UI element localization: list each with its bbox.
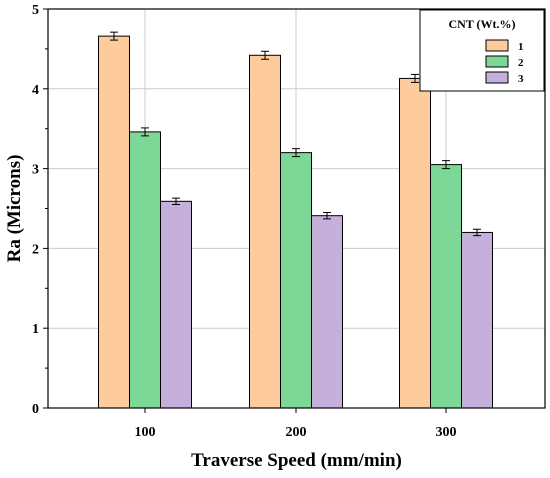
y-tick-label: 3 [32,163,39,178]
x-axis-ticks: 100 200 300 [135,408,457,440]
legend: CNT (Wt.%) 1 2 3 [419,9,545,92]
legend-items: 1 2 3 [485,39,524,85]
legend-swatch [485,55,509,68]
legend-box [419,9,545,92]
legend-title: CNT (Wt.%) [448,17,515,31]
x-axis-title: Traverse Speed (mm/min) [191,450,402,471]
legend-label: 3 [518,73,524,85]
x-tick-label: 300 [436,425,457,440]
x-tick-label: 200 [286,425,307,440]
legend-swatch [485,39,509,52]
x-tick-label: 100 [135,425,156,440]
y-tick-label: 0 [32,402,39,417]
y-axis-ticks: 0 1 2 3 4 5 [32,3,48,417]
bar [280,152,312,409]
y-tick-label: 2 [32,242,39,257]
error-bars [110,31,481,237]
bar [129,131,161,409]
bar [461,231,493,409]
legend-label: 1 [518,41,524,53]
y-tick-label: 1 [32,322,39,337]
y-axis-title: Ra (Microns) [4,155,25,263]
legend-swatch [485,71,509,84]
legend-label: 2 [518,57,524,69]
y-tick-label: 5 [32,3,39,18]
bar [399,77,431,409]
bars [98,35,493,409]
bar [249,54,281,409]
bar [311,215,343,409]
bar [430,164,462,409]
bar [98,35,130,409]
bar [160,200,192,409]
y-tick-label: 4 [32,83,39,98]
